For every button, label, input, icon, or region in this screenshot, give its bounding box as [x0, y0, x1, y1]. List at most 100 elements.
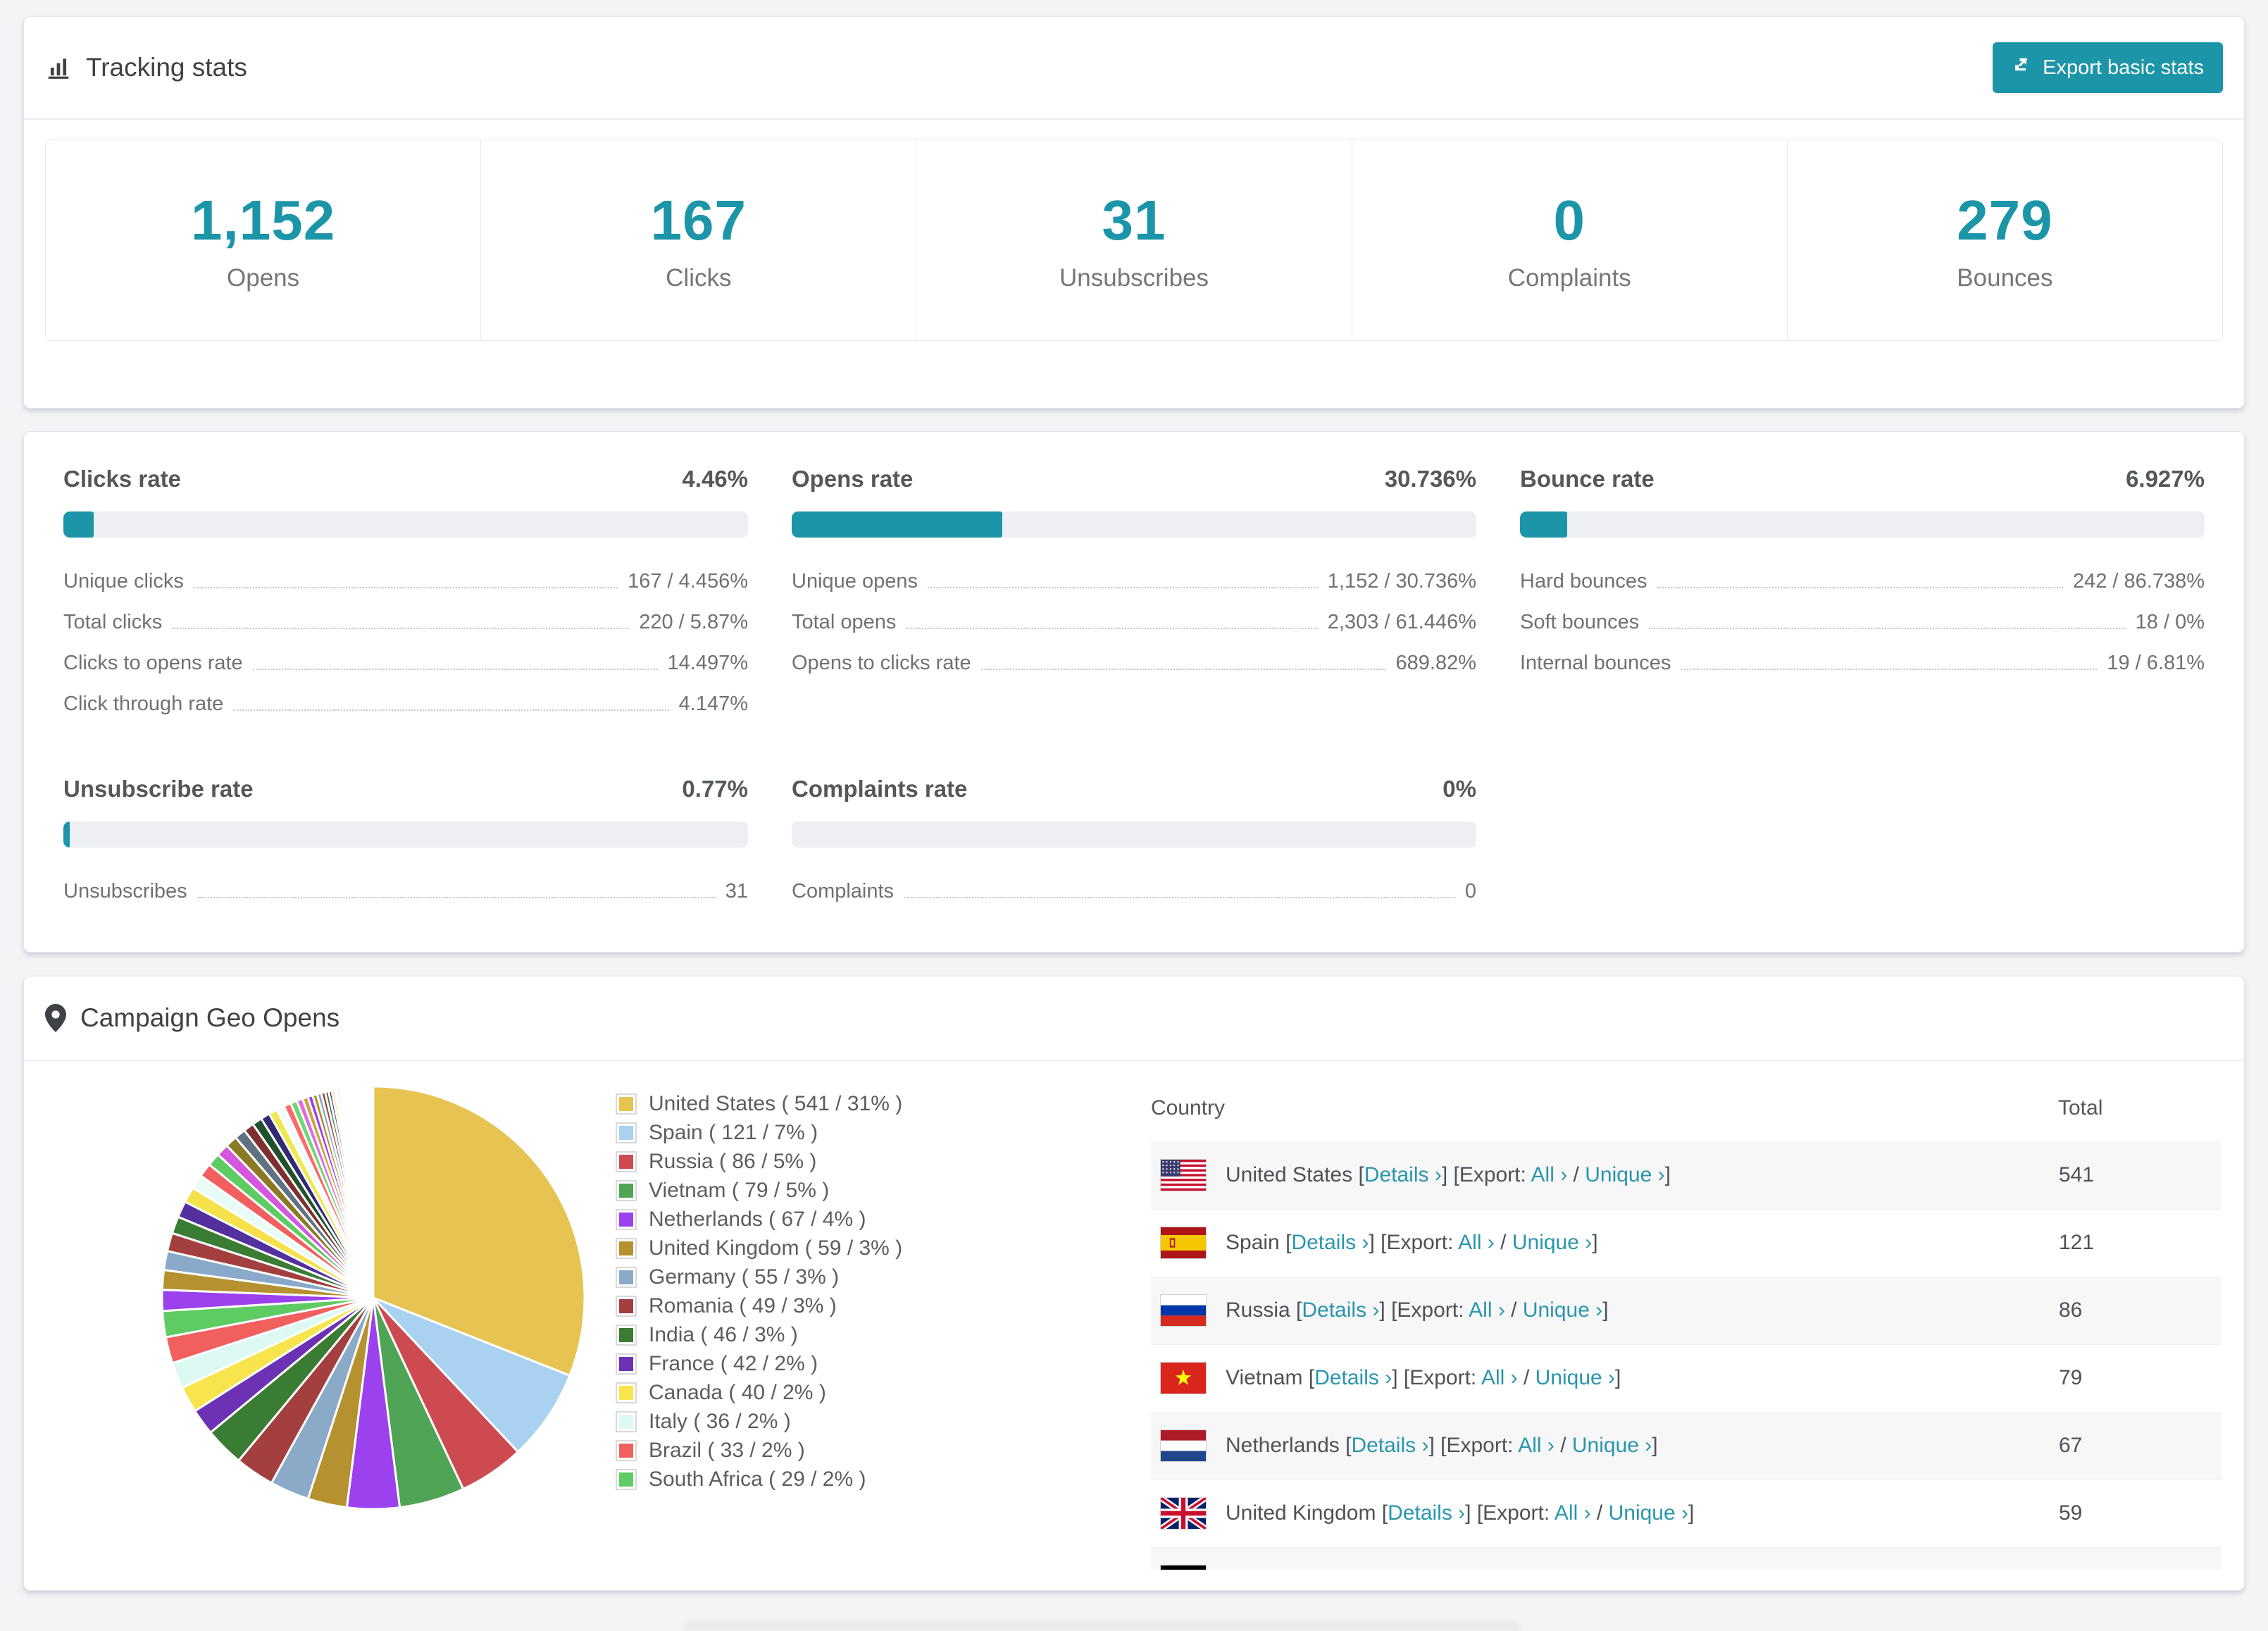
export-all-link[interactable]: All ›	[1458, 1231, 1495, 1254]
dotted-leader	[927, 587, 1318, 588]
details-link[interactable]: Details ›	[1324, 1569, 1402, 1570]
legend-swatch	[616, 1266, 637, 1288]
export-icon	[2012, 54, 2033, 81]
legend-label: Romania ( 49 / 3% )	[649, 1294, 837, 1317]
progress-bar-track	[63, 511, 748, 538]
export-all-link[interactable]: All ›	[1469, 1298, 1505, 1322]
export-all-link[interactable]: All ›	[1491, 1569, 1528, 1570]
rate-title: Clicks rate	[63, 466, 181, 492]
legend-item-netherlands[interactable]: Netherlands ( 67 / 4% )	[616, 1205, 1149, 1234]
country-total: 59	[2059, 1501, 2083, 1525]
dotted-leader	[904, 897, 1455, 898]
table-row-vietnam: Vietnam [Details ›] [Export: All › / Uni…	[1151, 1344, 2222, 1412]
stat-label: Clicks	[666, 264, 732, 292]
export-all-link[interactable]: All ›	[1531, 1163, 1568, 1186]
country-name: Netherlands	[1226, 1434, 1340, 1457]
details-link[interactable]: Details ›	[1388, 1501, 1466, 1525]
stat-value: 31	[1102, 189, 1166, 252]
rate-detail-value: 1,152 / 30.736%	[1327, 570, 1476, 593]
export-basic-stats-button[interactable]: Export basic stats	[1993, 42, 2223, 93]
legend-item-canada[interactable]: Canada ( 40 / 2% )	[616, 1378, 1149, 1407]
rate-detail-label: Click through rate	[63, 693, 224, 715]
legend-swatch	[616, 1208, 637, 1230]
stat-value: 0	[1553, 189, 1585, 252]
rate-detail-label: Soft bounces	[1520, 611, 1640, 633]
table-row-netherlands: Netherlands [Details ›] [Export: All › /…	[1151, 1412, 2222, 1480]
rate-detail-row: Complaints 0	[792, 869, 1476, 910]
country-cell-text: Netherlands [Details ›] [Export: All › /…	[1226, 1434, 1658, 1457]
geo-content: United States ( 541 / 31% ) Spain ( 121 …	[24, 1061, 2244, 1570]
progress-bar-track	[792, 511, 1476, 538]
details-link[interactable]: Details ›	[1314, 1366, 1392, 1389]
export-all-link[interactable]: All ›	[1518, 1434, 1554, 1457]
details-link[interactable]: Details ›	[1302, 1298, 1380, 1322]
legend-item-spain[interactable]: Spain ( 121 / 7% )	[616, 1118, 1149, 1147]
export-all-link[interactable]: All ›	[1481, 1366, 1518, 1389]
rate-detail-row: Unique opens 1,152 / 30.736%	[792, 559, 1476, 600]
pie-slice-united-states[interactable]	[372, 1085, 586, 1377]
table-row-united-states: United States [Details ›] [Export: All ›…	[1151, 1141, 2222, 1209]
rate-value: 30.736%	[1384, 466, 1476, 492]
rates-card: Clicks rate 4.46% Unique clicks 167 / 4.…	[23, 431, 2245, 953]
export-unique-link[interactable]: Unique ›	[1608, 1501, 1688, 1525]
export-all-link[interactable]: All ›	[1554, 1501, 1591, 1525]
legend-item-united-kingdom[interactable]: United Kingdom ( 59 / 3% )	[616, 1234, 1149, 1263]
pie-slice-spain[interactable]	[372, 1296, 571, 1453]
legend-item-russia[interactable]: Russia ( 86 / 5% )	[616, 1147, 1149, 1176]
legend-item-vietnam[interactable]: Vietnam ( 79 / 5% )	[616, 1176, 1149, 1205]
export-unique-link[interactable]: Unique ›	[1571, 1434, 1652, 1457]
nl-flag-icon	[1161, 1430, 1206, 1461]
details-link[interactable]: Details ›	[1351, 1434, 1429, 1457]
export-unique-link[interactable]: Unique ›	[1545, 1569, 1625, 1570]
legend-item-france[interactable]: France ( 42 / 2% )	[616, 1349, 1149, 1378]
pie-slice-other-country[interactable]	[354, 1086, 375, 1299]
legend-swatch	[616, 1439, 637, 1461]
country-cell-text: Germany [Details ›] [Export: All › / Uni…	[1226, 1569, 1631, 1570]
export-unique-link[interactable]: Unique ›	[1585, 1163, 1665, 1186]
campaign-geo-opens-card: Campaign Geo Opens United States ( 541 /…	[23, 976, 2245, 1591]
rate-detail-row: Soft bounces 18 / 0%	[1520, 600, 2205, 640]
legend-item-germany[interactable]: Germany ( 55 / 3% )	[616, 1263, 1149, 1291]
rate-block-opens-rate: Opens rate 30.736% Unique opens 1,152 / …	[792, 466, 1476, 722]
legend-swatch	[616, 1353, 637, 1375]
export-unique-link[interactable]: Unique ›	[1535, 1366, 1616, 1389]
stat-cell-clicks: 167 Clicks	[480, 140, 916, 340]
es-flag-icon	[1161, 1227, 1206, 1258]
legend-item-south-africa[interactable]: South Africa ( 29 / 2% )	[616, 1465, 1149, 1494]
progress-bar-fill	[1520, 511, 1568, 538]
stat-label: Opens	[227, 264, 300, 292]
rate-detail-value: 242 / 86.738%	[2072, 570, 2205, 593]
country-name: United Kingdom	[1226, 1501, 1376, 1525]
export-unique-link[interactable]: Unique ›	[1522, 1298, 1603, 1322]
legend-item-romania[interactable]: Romania ( 49 / 3% )	[616, 1291, 1149, 1320]
legend-swatch	[616, 1382, 637, 1403]
legend-swatch	[616, 1410, 637, 1432]
geo-header-divider	[24, 1060, 2244, 1061]
dotted-leader	[193, 587, 618, 588]
legend-item-india[interactable]: India ( 46 / 3% )	[616, 1320, 1149, 1349]
progress-bar-fill	[63, 511, 94, 538]
dotted-leader	[252, 669, 658, 670]
export-unique-link[interactable]: Unique ›	[1512, 1231, 1593, 1254]
header-divider	[24, 118, 2244, 120]
details-link[interactable]: Details ›	[1291, 1231, 1369, 1254]
country-total: 79	[2059, 1366, 2083, 1389]
country-total: 86	[2059, 1298, 2083, 1322]
progress-bar-track	[63, 821, 748, 848]
legend-item-united-states[interactable]: United States ( 541 / 31% )	[616, 1089, 1149, 1118]
dotted-leader	[1657, 587, 2063, 588]
geo-table: Country Total United States [Details ›] …	[1151, 1075, 2222, 1570]
details-link[interactable]: Details ›	[1364, 1163, 1442, 1186]
rate-detail-row: Opens to clicks rate 689.82%	[792, 640, 1476, 681]
progress-bar-track	[792, 821, 1476, 848]
stat-cell-unsubscribes: 31 Unsubscribes	[916, 140, 1351, 340]
rate-detail-label: Unique opens	[792, 570, 918, 593]
rate-detail-label: Complaints	[792, 880, 895, 903]
rate-detail-value: 18 / 0%	[2135, 611, 2205, 633]
country-cell-text: Vietnam [Details ›] [Export: All › / Uni…	[1226, 1366, 1621, 1389]
legend-item-brazil[interactable]: Brazil ( 33 / 2% )	[616, 1436, 1149, 1465]
rate-title: Bounce rate	[1520, 466, 1655, 492]
legend-item-italy[interactable]: Italy ( 36 / 2% )	[616, 1407, 1149, 1436]
country-total: 121	[2059, 1231, 2095, 1254]
rate-detail-row: Internal bounces 19 / 6.81%	[1520, 640, 2205, 681]
